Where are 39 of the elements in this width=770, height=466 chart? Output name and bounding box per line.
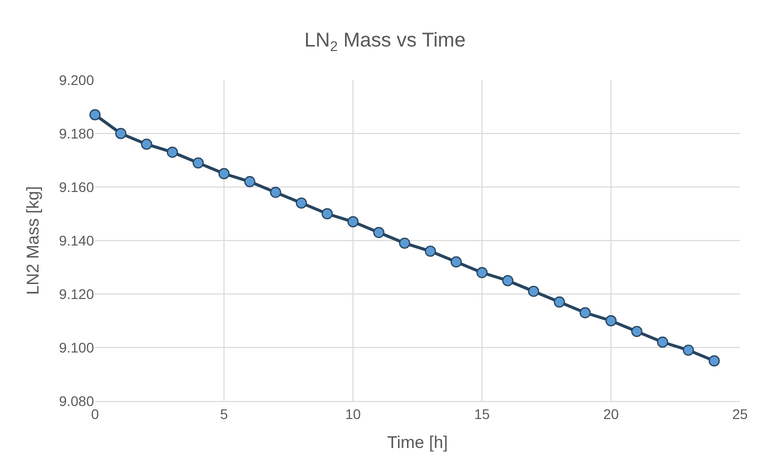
y-tick-label: 9.200 [58,72,94,88]
y-tick-label: 9.140 [58,232,94,248]
x-tick-label: 5 [220,406,228,422]
point [347,216,359,228]
point [399,238,410,249]
y-tick-label: 9.100 [58,339,94,356]
point [115,128,126,140]
point [296,197,307,209]
point [580,307,591,318]
point [476,267,488,278]
point [657,336,668,348]
point [141,138,152,150]
point [631,326,642,338]
point [605,315,617,326]
point [322,208,333,220]
point [373,226,384,238]
point [424,246,436,257]
y-tick-label: 9.160 [58,178,94,195]
x-axis-title: Time [h] [387,433,448,452]
x-tick-label: 15 [474,406,490,422]
point [244,176,256,188]
point [708,355,720,366]
x-tick-label: 10 [345,406,361,422]
x-tick-label: 25 [732,406,748,422]
point [218,168,230,180]
point [502,275,514,286]
point [554,296,565,308]
y-axis-title: LN2 Mass [kg] [24,186,43,295]
point [192,157,204,169]
point [270,186,282,198]
point [682,344,694,356]
y-tick-label: 9.120 [58,286,94,302]
point [528,286,540,297]
chart-title: LN$_{2}$ Mass vs Time [304,30,466,54]
x-tick-label: 20 [603,406,619,422]
y-tick-label: 9.180 [58,125,94,142]
point [166,146,178,158]
point [450,256,462,268]
point [89,109,101,120]
